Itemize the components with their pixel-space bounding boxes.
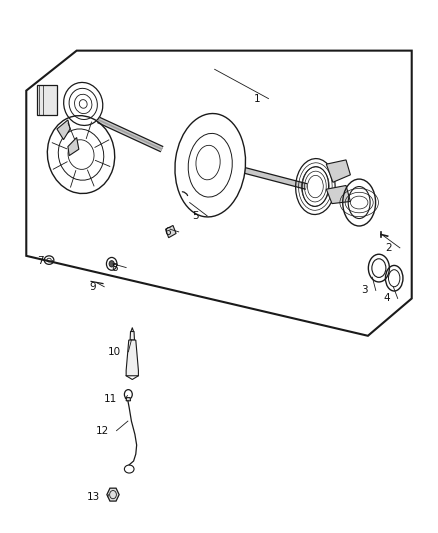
Text: 13: 13	[87, 492, 100, 502]
Text: 8: 8	[112, 263, 118, 272]
Text: 3: 3	[361, 286, 368, 295]
Text: 10: 10	[107, 347, 120, 357]
Polygon shape	[126, 340, 138, 376]
Circle shape	[109, 261, 114, 267]
Text: 1: 1	[254, 94, 261, 103]
Text: 9: 9	[90, 282, 96, 292]
Text: 7: 7	[37, 256, 44, 266]
Polygon shape	[37, 85, 57, 115]
Text: 5: 5	[193, 211, 199, 221]
Text: 4: 4	[383, 294, 390, 303]
Polygon shape	[57, 120, 70, 140]
Text: 6: 6	[164, 227, 171, 237]
Polygon shape	[326, 160, 350, 182]
Polygon shape	[126, 398, 131, 401]
Text: 12: 12	[95, 426, 109, 435]
Polygon shape	[130, 332, 134, 340]
Polygon shape	[326, 185, 350, 204]
Text: 2: 2	[385, 243, 392, 253]
Text: 11: 11	[104, 394, 117, 403]
Polygon shape	[68, 138, 79, 156]
Polygon shape	[107, 488, 119, 501]
Polygon shape	[166, 225, 176, 238]
